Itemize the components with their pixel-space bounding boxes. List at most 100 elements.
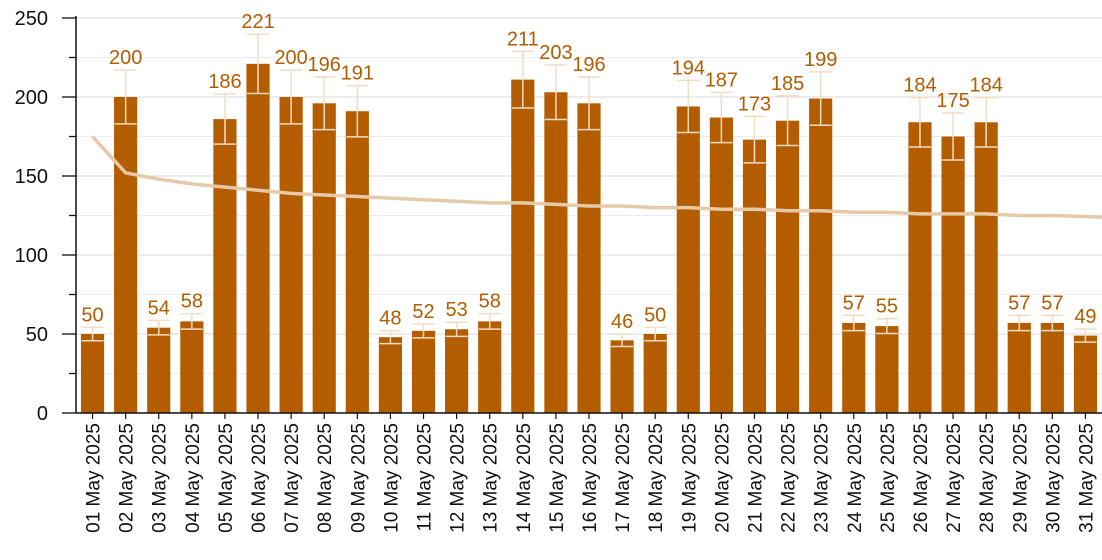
- data-label: 58: [181, 291, 203, 313]
- axes: 0 50 100 150 200 250 01 May 2025 02 May 2025 03 …: [15, 8, 1102, 533]
- x-tick-label: 04 May 2025: [183, 423, 204, 533]
- error-bar: [1041, 314, 1064, 332]
- bar: [775, 120, 800, 413]
- x-tick-label: 29 May 2025: [1010, 423, 1031, 533]
- error-bar: [379, 329, 402, 345]
- x-tick-label: 13 May 2025: [481, 423, 502, 533]
- error-bar: [147, 319, 170, 336]
- y-tick-label: 0: [37, 403, 48, 425]
- bar: [411, 330, 436, 413]
- x-tick-label: 16 May 2025: [580, 423, 601, 533]
- error-bar: [908, 96, 931, 148]
- bar: [478, 321, 502, 413]
- bar: [246, 63, 270, 413]
- x-tick-label: 18 May 2025: [646, 423, 667, 533]
- bar: [643, 334, 667, 413]
- x-tick-label: 28 May 2025: [977, 423, 998, 533]
- bar: [842, 322, 866, 413]
- x-tick-label: 25 May 2025: [878, 423, 899, 533]
- error-bar: [644, 326, 667, 342]
- error-bar: [81, 326, 104, 342]
- data-label: 58: [479, 291, 501, 313]
- x-tick-label: 03 May 2025: [150, 423, 171, 533]
- error-bar: [975, 96, 998, 148]
- x-tick-label: 24 May 2025: [845, 423, 866, 533]
- data-label: 175: [936, 90, 969, 112]
- bar: [941, 136, 965, 413]
- error-bar: [842, 314, 865, 332]
- data-label: 57: [843, 292, 865, 314]
- bar: [1007, 322, 1031, 413]
- y-tick-label: 200: [15, 87, 48, 109]
- error-bar: [280, 69, 303, 125]
- error-bar: [611, 333, 634, 348]
- data-label: 200: [109, 47, 142, 69]
- x-tick-label: 01 May 2025: [84, 423, 105, 533]
- error-bar: [578, 76, 600, 131]
- data-label: 191: [341, 63, 374, 85]
- error-bar: [412, 323, 435, 339]
- bar: [974, 122, 998, 413]
- error-bar: [247, 33, 270, 95]
- bar: [742, 139, 767, 413]
- x-tick-label: 10 May 2025: [381, 423, 402, 533]
- data-label: 185: [771, 73, 804, 95]
- data-label: 57: [1041, 292, 1063, 314]
- data-label: 211: [507, 28, 539, 50]
- bar: [180, 321, 204, 413]
- bar: [1040, 322, 1064, 413]
- data-label: 57: [1008, 292, 1030, 314]
- bar: [147, 327, 171, 413]
- error-bar: [478, 312, 501, 330]
- x-tick-label: 15 May 2025: [547, 423, 568, 533]
- x-tick-label: 07 May 2025: [282, 423, 303, 533]
- data-label: 54: [148, 297, 170, 319]
- data-label: 196: [572, 54, 605, 76]
- data-label: 46: [611, 311, 633, 333]
- error-bar: [445, 321, 468, 338]
- bar: [1073, 335, 1098, 413]
- error-bar: [544, 64, 567, 121]
- bar: [676, 106, 700, 413]
- error-bar: [776, 95, 799, 147]
- bar: [279, 97, 303, 413]
- bar: [511, 79, 535, 414]
- x-tick-label: 23 May 2025: [812, 423, 833, 533]
- data-label: 194: [672, 57, 705, 79]
- data-label: 196: [308, 54, 341, 76]
- data-label: 53: [445, 299, 467, 321]
- y-tick-label: 150: [15, 166, 48, 188]
- bar: [345, 111, 369, 413]
- bar: [809, 98, 833, 413]
- trend-line: [91, 135, 1102, 219]
- x-tick-label: 05 May 2025: [216, 423, 237, 533]
- y-tick-label: 250: [15, 8, 48, 30]
- data-label: 200: [274, 47, 307, 69]
- error-bar: [710, 91, 733, 144]
- x-tick-label: 12 May 2025: [448, 423, 469, 533]
- error-bar: [942, 112, 965, 161]
- data-label: 173: [738, 93, 771, 115]
- error-bar: [511, 50, 534, 109]
- x-tick-label: 06 May 2025: [249, 423, 270, 533]
- x-tick-label: 22 May 2025: [779, 423, 800, 533]
- error-bar: [677, 79, 700, 134]
- error-bar: [180, 312, 203, 330]
- x-tick-label: 11 May 2025: [415, 423, 436, 531]
- error-bar: [213, 93, 236, 145]
- x-tick-label: 21 May 2025: [746, 423, 767, 533]
- error-bar: [114, 69, 137, 125]
- error-bar: [313, 76, 336, 131]
- data-label: 184: [903, 75, 936, 97]
- error-bar: [1008, 314, 1031, 332]
- y-tick-label: 50: [26, 324, 48, 346]
- bar: [610, 340, 634, 413]
- bar: [114, 97, 138, 413]
- data-label: 50: [644, 304, 666, 326]
- bar: [80, 334, 105, 413]
- x-tick-label: 09 May 2025: [348, 423, 369, 533]
- y-tick-label: 100: [15, 245, 48, 267]
- x-tick-label: 08 May 2025: [315, 423, 336, 533]
